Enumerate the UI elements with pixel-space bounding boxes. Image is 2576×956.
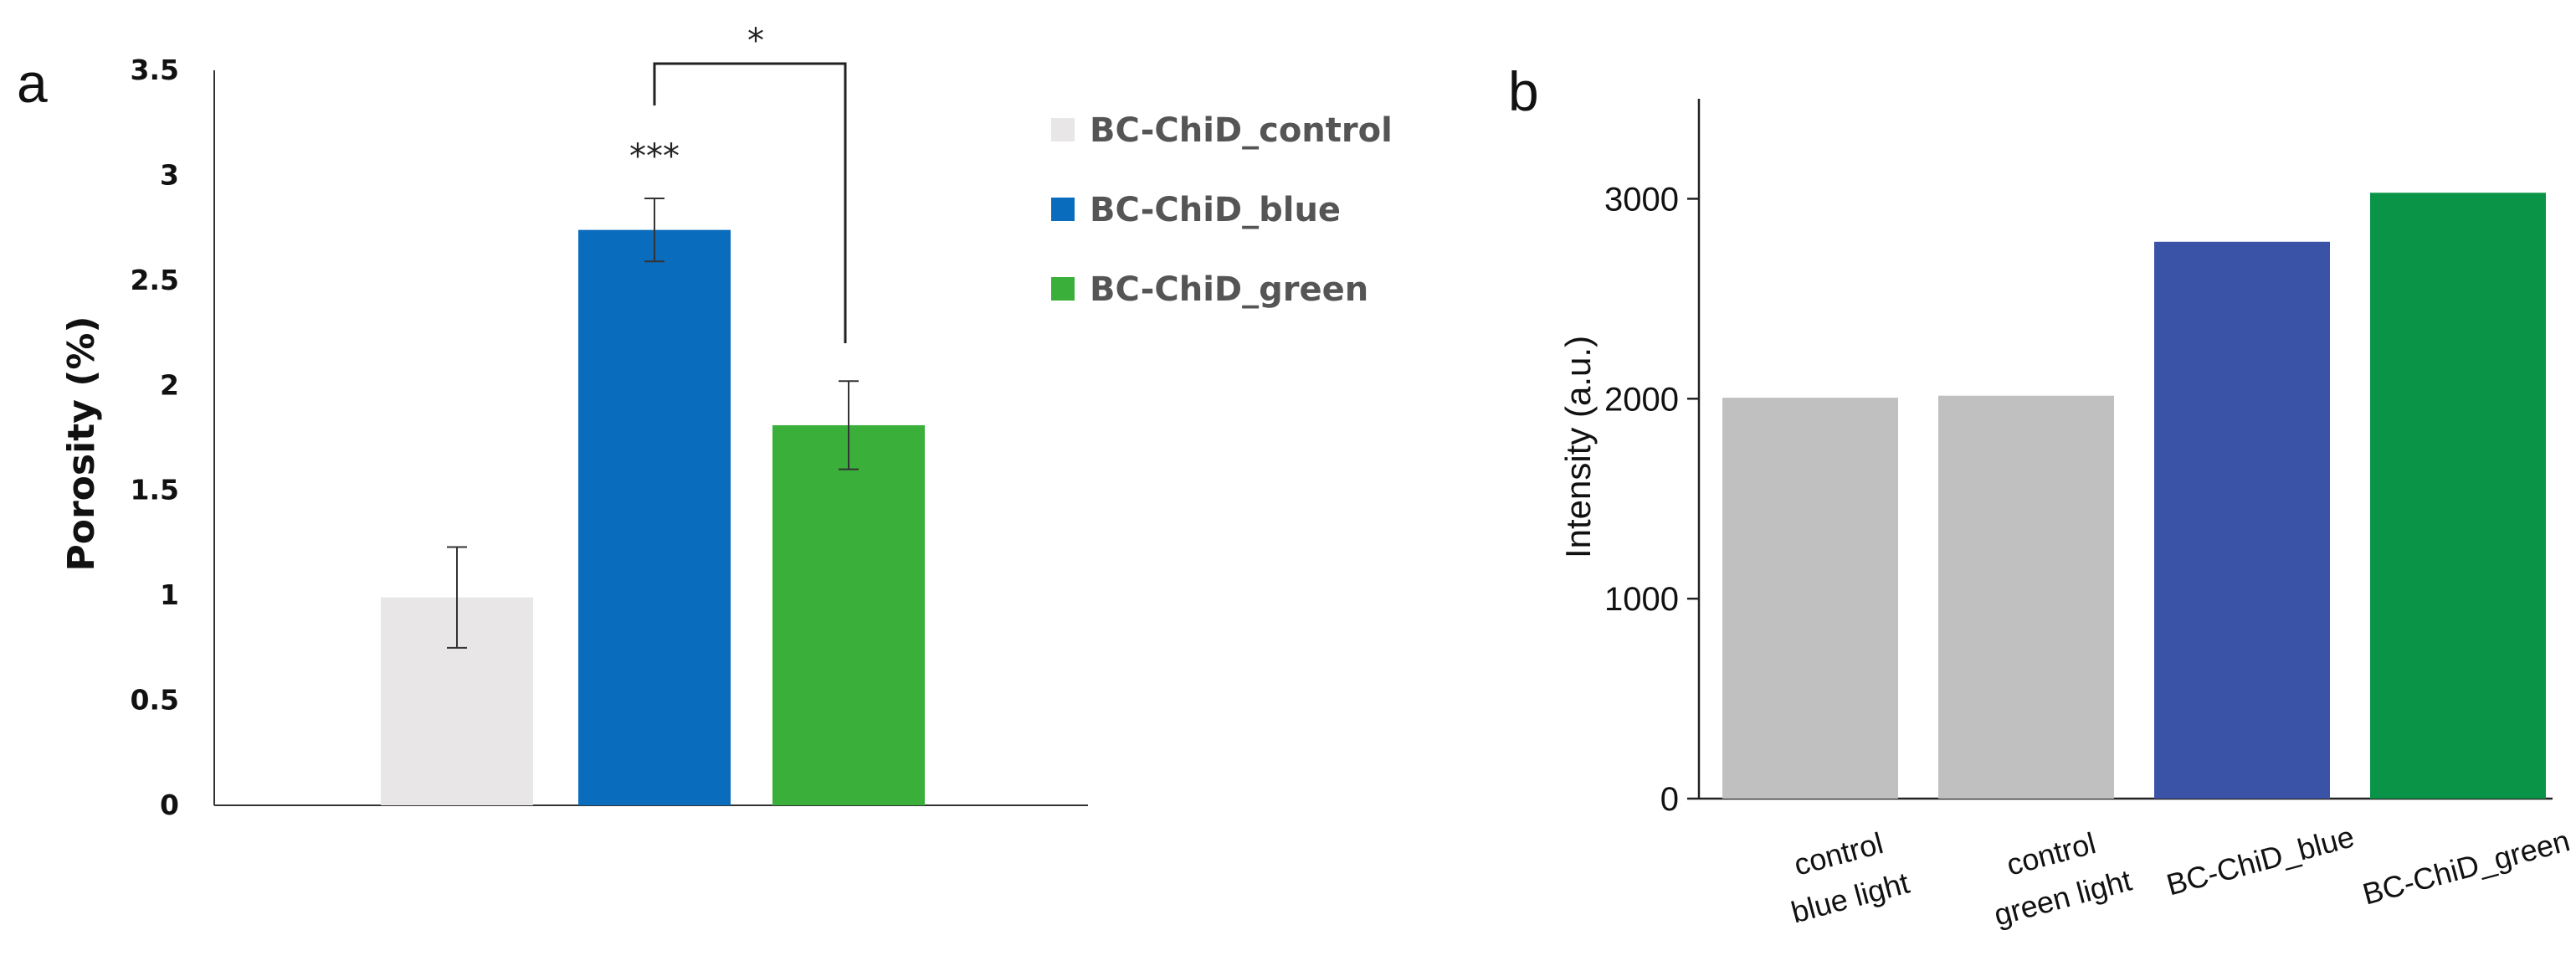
chart-b-y-tick-label: 0 [1660,781,1679,818]
significance-bracket-label: * [747,22,764,60]
chart-a-y-tick-label: 1 [160,578,179,611]
chart-b: 0 1000 2000 3000 Intensity (a.u.) controlbl… [1558,99,2573,933]
chart-b-y-ticks: 0 1000 2000 3000 [1604,181,1699,818]
chart-a-error-bars [447,198,859,649]
legend-label: BC-ChiD_green [1090,270,1368,309]
significance-bracket [653,62,847,343]
chart-a-error-bar [447,546,467,649]
legend-swatch [1051,277,1075,301]
chart-b-bar [1938,395,2114,799]
chart-a-y-tick-label: 0.5 [131,684,179,717]
chart-a: 0 0.5 1 1.5 2 2.5 3 3.5 Porosity (%) *** * BC-C… [60,22,1393,821]
panel-b-letter: b [1508,60,1539,122]
chart-a-y-tick-label: 3 [160,158,179,191]
chart-a-bars [381,229,925,805]
chart-b-x-tick-label: BC-ChiD_green [2359,823,2573,911]
chart-a-error-bar [839,380,859,470]
significance-blue-label: *** [629,137,680,176]
legend-swatch [1051,118,1075,141]
chart-a-error-bar [644,198,665,263]
chart-b-bar [2154,241,2330,799]
chart-a-y-tick-label: 1.5 [131,474,179,506]
chart-b-y-tick-label: 3000 [1604,181,1679,218]
chart-b-x-tick-label: controlgreen light [1978,819,2135,932]
chart-b-x-tick-label: BC-ChiD_blue [2163,819,2358,902]
chart-b-x-labels: controlblue light controlgreen light BC-Ch… [1776,819,2573,932]
chart-a-y-tick-label: 2 [160,368,179,401]
legend-swatch [1051,198,1075,221]
chart-b-y-tick-label: 2000 [1604,381,1679,418]
chart-a-bar [772,424,925,805]
chart-a-y-tick-label: 2.5 [131,264,179,296]
legend-label: BC-ChiD_blue [1090,191,1341,229]
chart-b-y-tick-label: 1000 [1604,581,1679,618]
chart-a-y-ticks: 0 0.5 1 1.5 2 2.5 3 3.5 [131,54,179,821]
chart-b-x-tick-label: controlblue light [1776,821,1913,929]
chart-b-bar [2370,193,2546,799]
chart-a-bar [578,229,731,805]
legend-label: BC-ChiD_control [1090,111,1393,150]
chart-a-legend: BC-ChiD_control BC-ChiD_blue BC-ChiD_green [1051,111,1393,309]
chart-a-y-tick-label: 3.5 [131,54,179,86]
panel-a-letter: a [17,52,48,114]
chart-a-y-tick-label: 0 [160,789,179,821]
chart-b-y-axis-label: Intensity (a.u.) [1558,336,1598,558]
chart-b-bar [1722,398,1898,799]
chart-b-bars [1722,193,2546,799]
chart-a-y-axis-label: Porosity (%) [60,316,103,571]
